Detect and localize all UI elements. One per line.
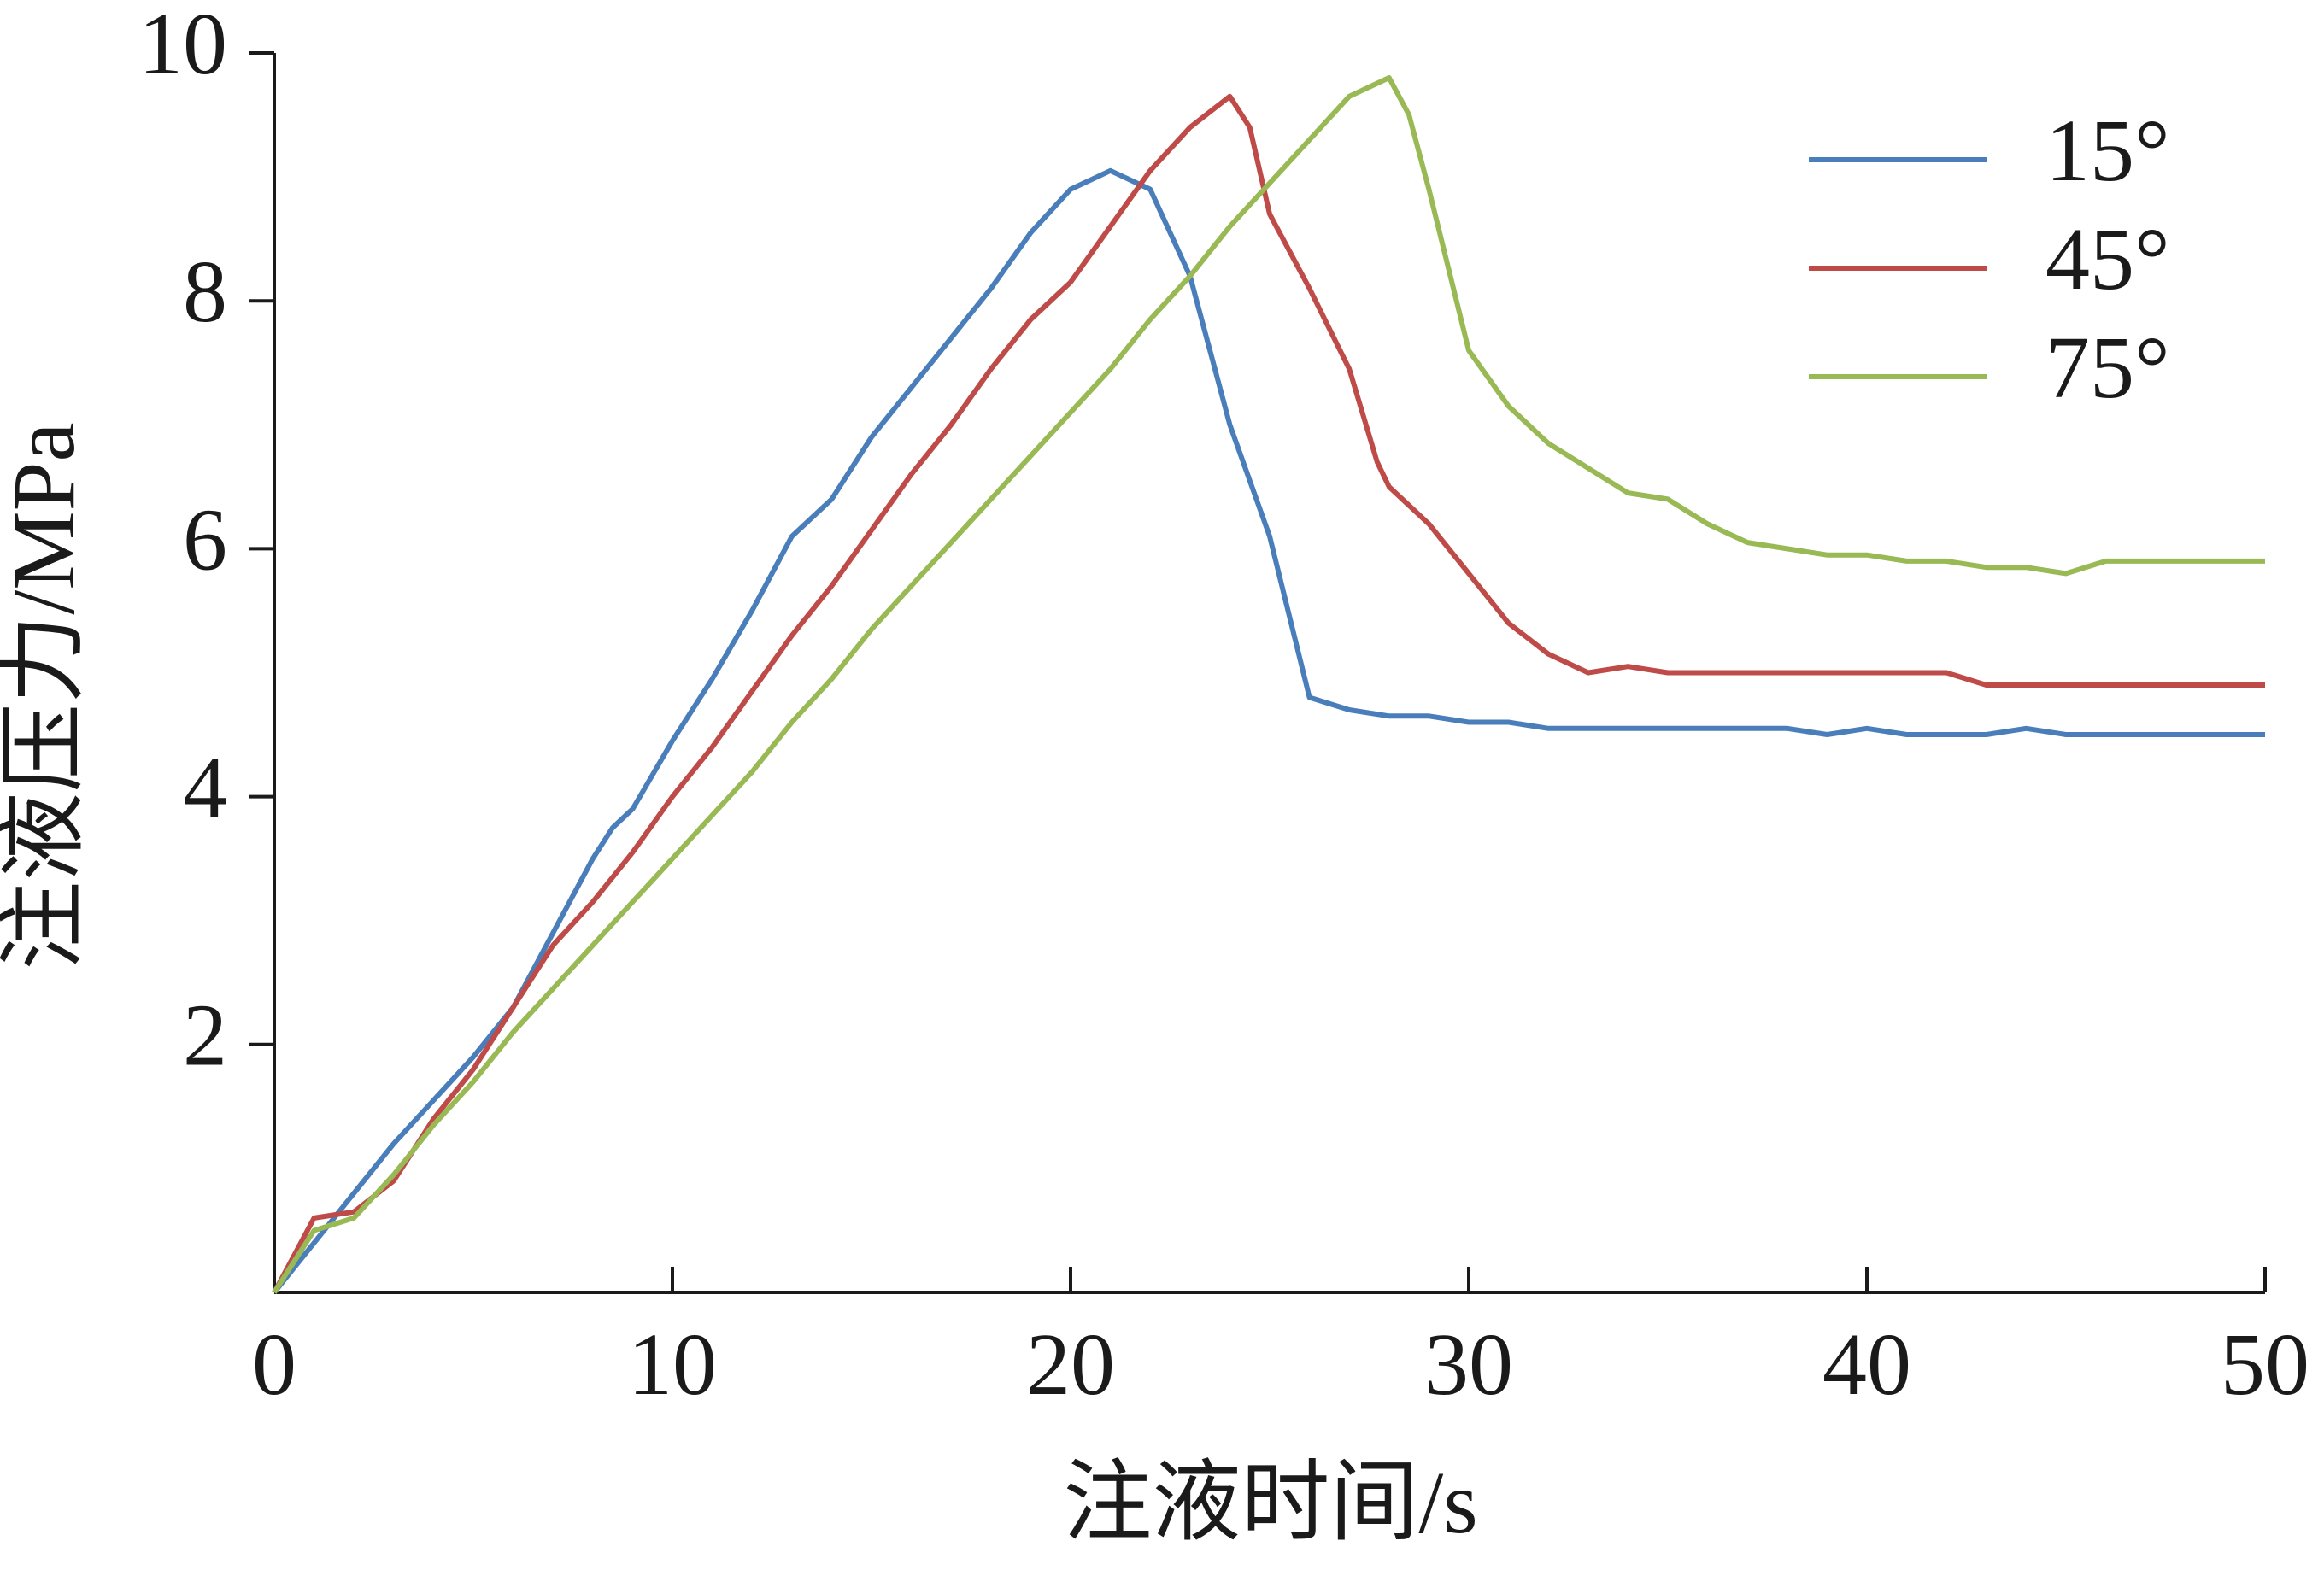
y-tick-label: 8 [183, 243, 227, 341]
x-tick-label: 40 [1822, 1315, 1911, 1414]
line-series [272, 75, 2265, 1294]
y-tick-label: 6 [183, 490, 227, 589]
legend-label: 75° [2045, 319, 2170, 417]
x-tick-label: 10 [628, 1315, 717, 1414]
line-series [272, 93, 2265, 1294]
y-tick-label: 10 [138, 0, 227, 93]
legend-label: 15° [2045, 102, 2170, 200]
x-tick-label: 0 [252, 1315, 296, 1414]
x-tick-label: 20 [1026, 1315, 1115, 1414]
y-tick-label: 2 [183, 987, 227, 1085]
x-axis-label: 注液时间/s [1063, 1454, 1477, 1552]
legend-label: 45° [2045, 210, 2170, 308]
line-series [272, 167, 2265, 1294]
x-tick-label: 30 [1424, 1315, 1513, 1414]
y-tick-label: 4 [183, 738, 227, 836]
y-axis-label: 注液压力/MPa [0, 422, 93, 970]
x-tick-label: 50 [2221, 1315, 2309, 1414]
